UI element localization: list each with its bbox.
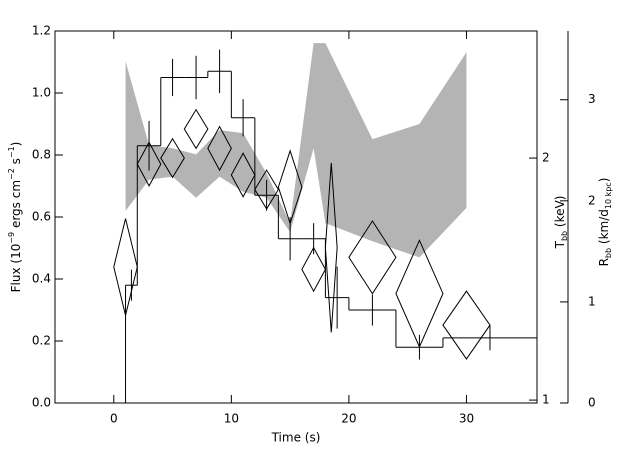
y3-axis-label: Rbb (km/d10 kpc) [597,178,614,267]
y-axis-label-part: −9 [7,232,16,244]
tbb-diamond [348,220,397,295]
tbb-diamond [207,125,232,172]
tbb-diamond [395,239,444,349]
y-tick-label: 0.6 [32,210,51,224]
x-tick-label: 10 [224,412,239,426]
y3-tick-label: 0 [588,396,596,410]
y2-axis-label: Tbb (keV) [553,196,570,250]
tbb-diamond [230,152,256,198]
tbb-diamond [324,162,338,333]
tbb-diamond [301,246,326,293]
y-axis-label-part: −2 [7,168,16,180]
y3-axis-label-part: (km/d [597,209,611,248]
y2-axis-label-part: bb [560,231,569,241]
tbb-diamond [183,108,209,150]
y3-axis-label-part: 10 kpc [604,182,613,209]
y3-tick-label: 1 [588,294,596,308]
y-axis-label-part: −1 [7,146,16,158]
tbb-diamond [160,137,185,179]
y-tick-label: 1.0 [32,86,51,100]
tbb-diamond [113,218,138,316]
x-tick-label: 20 [341,412,356,426]
y3-axis-label-part: R [597,258,611,266]
y-axis-label-part: Flux (10 [9,244,23,293]
tbb-diamond [277,149,303,226]
y3-axis-label-part: ) [597,178,611,183]
y2-tick-label: 2 [542,151,550,165]
y-tick-label: 0.0 [32,396,51,410]
x-tick-label: 30 [459,412,474,426]
y-axis-label-part: s [9,158,23,168]
tbb-diamond [442,290,491,360]
y-tick-label: 0.8 [32,148,51,162]
y-axis-label-part: ergs cm [9,180,23,232]
y-tick-label: 0.2 [32,334,51,348]
tbb-diamond [136,141,162,187]
y3-axis-label-part: bb [604,248,613,258]
y2-axis-label-part: (keV) [553,196,567,231]
y-tick-label: 0.4 [32,272,51,286]
y-axis-label: Flux (10−9 ergs cm−2 s−1) [7,142,23,293]
rbb-band [125,43,467,258]
y3-tick-label: 2 [588,193,596,207]
y3-tick-label: 3 [588,92,596,106]
y2-axis-label-part: T [553,240,567,249]
y2-tick-label: 1 [542,393,550,407]
x-tick-label: 0 [110,412,118,426]
tbb-diamond [254,169,279,210]
y-axis-label-part: ) [9,142,23,147]
x-axis-label: Time (s) [271,431,321,445]
y-tick-label: 1.2 [32,24,51,38]
